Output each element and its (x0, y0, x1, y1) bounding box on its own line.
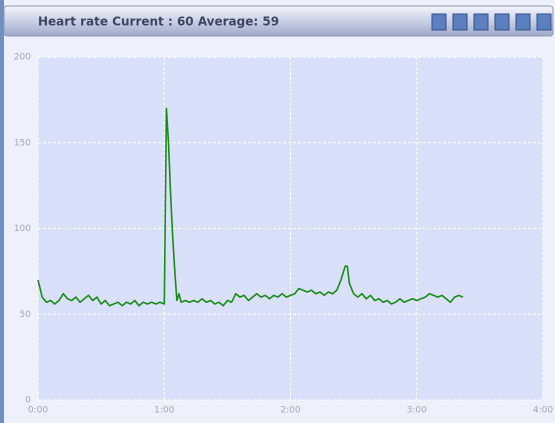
tool-button[interactable] (515, 13, 531, 31)
y-tick-label: 50 (20, 310, 32, 320)
x-tick-label: 3:00 (407, 406, 427, 416)
x-tick-label: 2:00 (280, 406, 300, 416)
x-tick-label: 1:00 (154, 406, 174, 416)
x-tick-label: 0:00 (28, 406, 48, 416)
x-tick-label: 4:00 (533, 406, 553, 416)
line-series (37, 107, 464, 307)
toolbar (431, 13, 552, 31)
y-tick-label: 150 (14, 138, 31, 148)
zoom-button[interactable] (431, 13, 447, 31)
tool-button[interactable] (536, 13, 552, 31)
tool-button[interactable] (473, 13, 489, 31)
tool-button[interactable] (494, 13, 510, 31)
y-tick-label: 200 (14, 53, 31, 63)
chart-title: Heart rate Current : 60 Average: 59 (38, 15, 279, 29)
tool-button[interactable] (452, 13, 468, 31)
header (3, 5, 554, 37)
y-tick-label: 100 (14, 224, 31, 234)
y-tick-label: 0 (25, 396, 31, 406)
panel-border (0, 0, 4, 423)
